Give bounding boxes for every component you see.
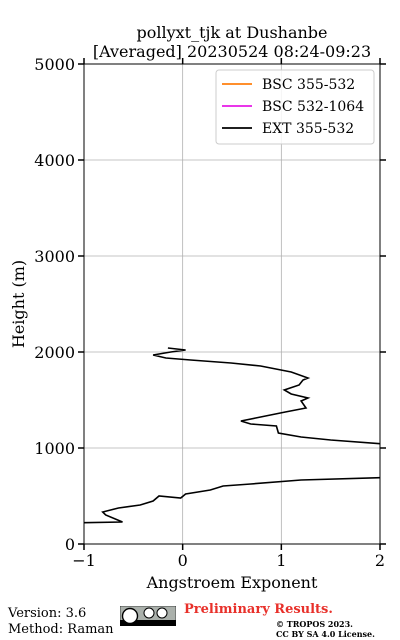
method: Method: Raman	[8, 622, 114, 637]
legend-box	[215, 69, 375, 145]
chart-title: pollyxt_tjk at Dushanbe	[136, 23, 327, 42]
y-tick-label: 5000	[34, 55, 75, 74]
y-tick-label: 4000	[34, 151, 75, 170]
legend-label: EXT 355-532	[262, 121, 354, 137]
y-tick-label: 3000	[34, 247, 75, 266]
chart: pollyxt_tjk at Dushanbe [Averaged] 20230…	[9, 23, 386, 592]
legend-label: BSC 355-532	[262, 77, 355, 93]
y-tick-label: 2000	[34, 343, 75, 362]
version: Version: 3.6	[8, 606, 87, 621]
y-axis-label: Height (m)	[9, 260, 28, 348]
copyright: © TROPOS 2023.	[276, 619, 353, 629]
status: Preliminary Results.	[184, 602, 333, 617]
x-tick-label: −1	[72, 551, 96, 570]
profile-line	[84, 347, 380, 524]
cc-logo	[120, 606, 176, 626]
x-tick-label: 1	[276, 551, 286, 570]
plot-frame	[83, 63, 381, 545]
x-tick-label: 2	[375, 551, 385, 570]
chart-subtitle: [Averaged] 20230524 08:24-09:23	[93, 42, 371, 61]
license: CC BY SA 4.0 License.	[276, 629, 375, 639]
x-axis-label: Angstroem Exponent	[146, 573, 318, 592]
y-tick-label: 1000	[34, 439, 75, 458]
legend-label: BSC 532-1064	[262, 99, 364, 115]
x-tick-label: 0	[178, 551, 188, 570]
y-tick-label: 0	[65, 535, 75, 554]
